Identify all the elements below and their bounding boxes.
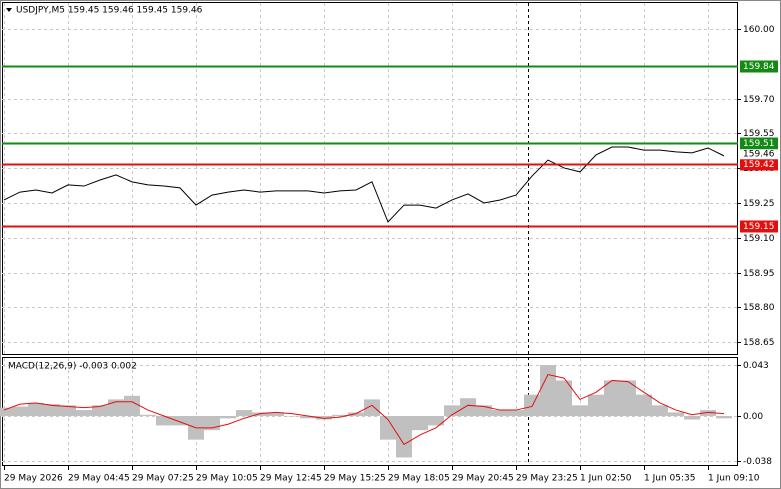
last-price-box xyxy=(740,149,778,160)
x-tick-label: 1 Jun 02:50 xyxy=(580,474,632,484)
level-label: 159.42 xyxy=(743,160,775,170)
histogram-bar xyxy=(140,414,156,416)
histogram-bar xyxy=(492,410,508,416)
histogram-bar xyxy=(44,404,60,416)
histogram-bar xyxy=(348,412,364,416)
histogram-bar xyxy=(268,412,284,416)
histogram-bar xyxy=(588,394,604,416)
histogram-bar xyxy=(636,394,652,416)
x-tick-label: 1 Jun 05:35 xyxy=(644,474,695,484)
histogram-bar xyxy=(92,405,108,416)
histogram-bar xyxy=(156,415,172,426)
x-tick-label: 29 May 07:25 xyxy=(132,474,194,484)
y-tick-label: -0.038 xyxy=(743,457,772,467)
histogram-bar xyxy=(556,380,572,416)
x-tick-label: 29 May 23:25 xyxy=(516,474,578,484)
histogram-bar xyxy=(332,414,348,416)
x-tick-label: 29 May 15:25 xyxy=(324,474,386,484)
x-tick-label: 29 May 18:05 xyxy=(388,474,450,484)
x-tick-label: 29 May 20:45 xyxy=(452,474,514,484)
last-price-label: 159.46 xyxy=(743,150,775,160)
y-tick-label: 158.95 xyxy=(743,269,775,279)
histogram-bar xyxy=(364,399,380,416)
histogram-bar xyxy=(620,380,636,416)
price-line xyxy=(3,146,725,223)
histogram-bar xyxy=(716,415,732,419)
histogram-bar xyxy=(60,405,76,416)
histogram-bar xyxy=(236,410,252,416)
histogram-bar xyxy=(652,405,668,416)
histogram-bar xyxy=(444,405,460,416)
histogram-bar xyxy=(124,395,140,416)
histogram-bar xyxy=(108,399,124,416)
histogram-bar xyxy=(428,415,444,426)
x-tick-label: 29 May 10:05 xyxy=(196,474,258,484)
level-label-box xyxy=(740,158,778,171)
histogram-bar xyxy=(508,410,524,416)
histogram-bar xyxy=(412,415,428,431)
histogram-bar xyxy=(524,394,540,416)
x-tick-label: 29 May 12:45 xyxy=(260,474,322,484)
histogram-bar xyxy=(172,415,188,426)
histogram-bar xyxy=(252,412,268,416)
histogram-bar xyxy=(476,405,492,416)
x-tick-label: 29 May 04:45 xyxy=(68,474,130,484)
histogram-bar xyxy=(572,405,588,416)
histogram-bar xyxy=(380,415,396,440)
x-tick-label: 29 May 2026 xyxy=(4,474,63,484)
histogram-bar xyxy=(540,365,556,416)
y-tick-label: 158.80 xyxy=(743,303,775,313)
histogram-bar xyxy=(28,402,44,416)
histogram-bar xyxy=(684,415,700,420)
y-tick-label: 159.10 xyxy=(743,234,775,244)
level-label-box xyxy=(740,220,778,233)
y-tick-label: 159.70 xyxy=(743,95,775,105)
y-tick-label: 159.25 xyxy=(743,199,775,209)
x-tick-label: 1 Jun 09:10 xyxy=(708,474,760,484)
y-tick-label: 158.65 xyxy=(743,338,775,348)
histogram-bar xyxy=(604,380,620,416)
histogram-bar xyxy=(12,406,28,416)
histogram-bar xyxy=(396,415,412,458)
histogram-bar xyxy=(316,415,332,420)
level-label: 159.51 xyxy=(743,139,775,149)
indicator-title: MACD(12,26,9) -0.003 0.002 xyxy=(8,362,137,372)
price-panel xyxy=(2,2,738,355)
histogram-bar xyxy=(76,410,92,416)
histogram-bar xyxy=(284,415,300,417)
histogram-bar xyxy=(460,398,476,416)
signal-line xyxy=(3,373,725,446)
y-tick-label: 160.00 xyxy=(743,25,775,35)
histogram-bar xyxy=(0,407,12,416)
histogram-bar xyxy=(668,412,684,416)
level-label-box xyxy=(740,60,778,73)
histogram-bar xyxy=(220,415,236,419)
chart-title: USDJPY,M5 159.45 159.46 159.45 159.46 xyxy=(16,6,203,16)
y-tick-label: 159.55 xyxy=(743,129,775,139)
menu-icon xyxy=(6,8,12,12)
level-label-box xyxy=(740,137,778,150)
y-tick-label: 0.043 xyxy=(743,361,769,371)
histogram-bar xyxy=(300,415,316,419)
y-tick-label: 0.00 xyxy=(743,412,763,422)
histogram-bar xyxy=(700,410,716,416)
level-label: 159.84 xyxy=(743,62,775,72)
level-label: 159.15 xyxy=(743,222,775,232)
